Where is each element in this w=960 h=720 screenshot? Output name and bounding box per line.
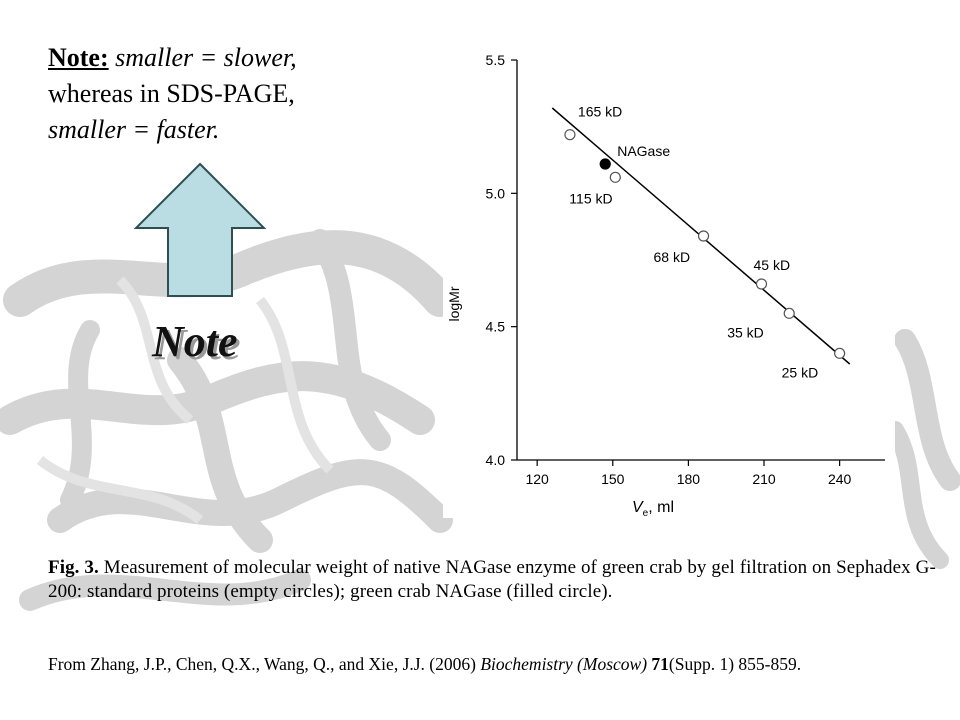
chart-point-labels: 165 kD 115 kD 68 kD 45 kD 35 kD 25 kD NAGase	[569, 104, 818, 381]
note-line-3: smaller = faster.	[48, 115, 220, 144]
note-line-1: smaller = slower,	[108, 43, 297, 72]
open-point	[783, 307, 795, 319]
note-lead: Note:	[48, 43, 109, 72]
open-point	[697, 230, 710, 242]
y-tick-label: 5.0	[486, 185, 506, 201]
x-tick-label: 150	[601, 471, 625, 487]
chart-points	[564, 129, 846, 359]
note-line-2: whereas in SDS-PAGE,	[48, 79, 295, 108]
citation-prefix: From Zhang, J.P., Chen, Q.X., Wang, Q., …	[48, 654, 481, 674]
citation-volume: 71	[651, 654, 669, 674]
y-tick-label: 4.5	[486, 319, 506, 335]
figure-label: Fig. 3.	[48, 557, 99, 578]
point-label: 115 kD	[569, 190, 612, 206]
point-label: 25 kD	[782, 364, 819, 380]
y-tick-label: 4.0	[486, 452, 506, 468]
note-label: Note	[152, 317, 238, 366]
citation: From Zhang, J.P., Chen, Q.X., Wang, Q., …	[48, 652, 938, 676]
filled-point	[599, 158, 611, 170]
point-label: 45 kD	[753, 257, 790, 273]
note-text: Note: smaller = slower, whereas in SDS-P…	[48, 40, 428, 148]
open-point	[755, 278, 768, 290]
figure-caption-text: Measurement of molecular weight of nativ…	[48, 557, 936, 602]
figure-caption: Fig. 3. Measurement of molecular weight …	[48, 556, 938, 604]
chart-panel: 4.0 4.5 5.0 5.5 120 150 180 210 240 165 kD 115 kD…	[443, 38, 895, 518]
x-tick-label: 210	[752, 471, 776, 487]
x-axis-label: Ve, ml	[632, 499, 674, 518]
open-point	[834, 347, 846, 359]
x-tick-label: 240	[828, 471, 852, 487]
gel-filtration-chart: 4.0 4.5 5.0 5.5 120 150 180 210 240 165 kD 115 kD…	[446, 52, 885, 518]
point-label: 35 kD	[727, 324, 764, 340]
x-axis-label-unit: , ml	[648, 499, 674, 516]
point-label: NAGase	[617, 143, 670, 159]
citation-suffix: (Supp. 1) 855-859.	[668, 654, 802, 674]
x-axis-label-main: V	[632, 499, 644, 516]
x-tick-label: 120	[525, 471, 549, 487]
open-point	[609, 171, 621, 183]
citation-journal: Biochemistry (Moscow)	[480, 654, 648, 674]
up-arrow-icon	[134, 162, 266, 297]
point-label: 165 kD	[578, 104, 622, 120]
x-tick-label: 180	[677, 471, 701, 487]
y-axis-label: logMr	[446, 286, 462, 321]
y-tick-label: 5.5	[486, 52, 506, 68]
x-axis-label-sub: e	[643, 508, 649, 518]
open-point	[564, 129, 576, 141]
point-label: 68 kD	[654, 249, 691, 265]
chart-ticks: 4.0 4.5 5.0 5.5 120 150 180 210 240	[486, 52, 852, 487]
chart-axes	[516, 60, 885, 461]
